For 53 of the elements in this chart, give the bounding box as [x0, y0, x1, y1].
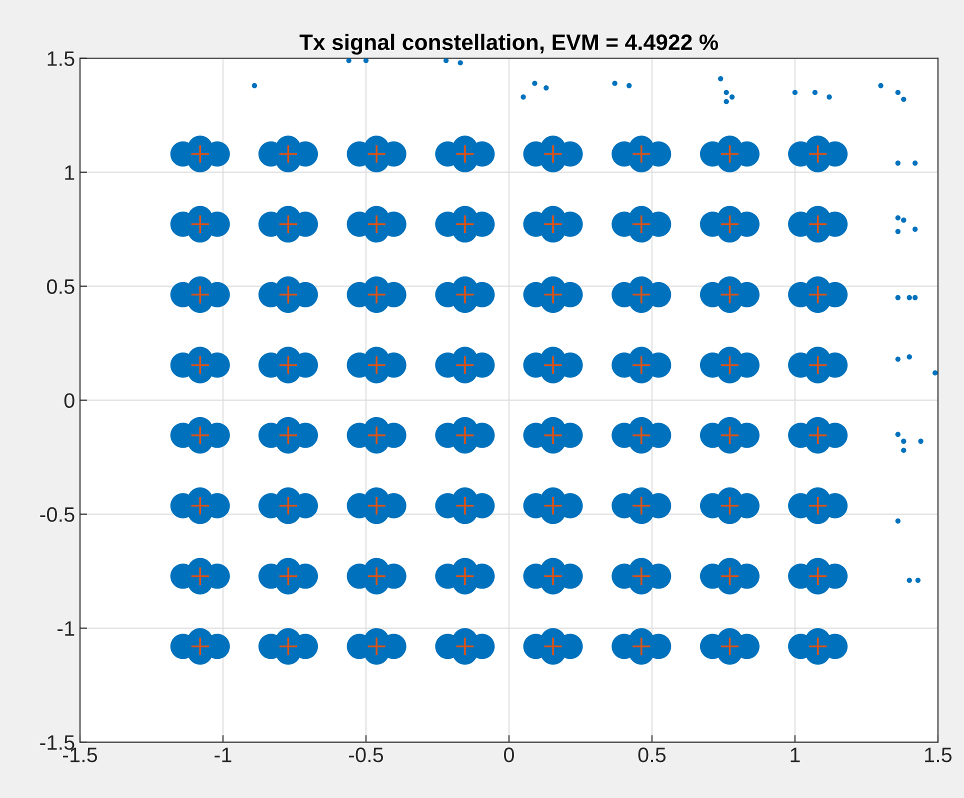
point — [932, 370, 938, 376]
point — [718, 76, 724, 82]
point — [252, 83, 258, 88]
y-tick-label: 1 — [65, 165, 74, 180]
point — [363, 58, 369, 64]
point — [792, 90, 798, 96]
y-tick-label: 0 — [64, 393, 74, 408]
point — [895, 228, 901, 234]
point — [895, 518, 901, 524]
x-tick-label: 0 — [504, 748, 514, 762]
x-tick-label: 1 — [790, 748, 800, 762]
point — [724, 90, 729, 96]
point — [724, 98, 729, 104]
y-tick-label: -1 — [58, 621, 74, 636]
y-tick-label: -1.5 — [40, 735, 74, 750]
point — [626, 83, 632, 88]
point — [520, 94, 526, 100]
point — [729, 94, 735, 100]
point — [346, 58, 352, 64]
x-tick-label: 0.5 — [638, 748, 666, 762]
point — [915, 578, 921, 583]
point — [901, 218, 906, 223]
y-tick-label: 1.5 — [48, 51, 74, 66]
point — [901, 438, 906, 444]
point — [901, 96, 906, 102]
point — [906, 578, 912, 583]
point — [901, 448, 906, 453]
y-tick-label: 0.5 — [47, 279, 74, 294]
point — [895, 432, 901, 437]
y-tick-label: -0.5 — [40, 507, 74, 522]
x-tick-label: -1 — [214, 748, 232, 762]
point — [918, 438, 924, 444]
point — [612, 80, 618, 86]
chart-title: Tx signal constellation, EVM = 4.4922 % — [300, 34, 718, 55]
point — [878, 83, 884, 88]
x-tick-label: 1.5 — [925, 748, 952, 762]
point — [895, 90, 901, 96]
point — [532, 80, 538, 86]
point — [912, 226, 918, 232]
x-tick-label: -0.5 — [348, 748, 384, 762]
point — [895, 215, 901, 220]
point — [912, 295, 918, 300]
point — [443, 58, 449, 64]
point — [895, 295, 901, 300]
point — [544, 85, 549, 90]
point — [895, 160, 901, 166]
point — [826, 94, 832, 100]
point — [912, 160, 918, 166]
point — [895, 356, 901, 362]
point — [906, 354, 912, 360]
point — [812, 90, 818, 96]
point — [906, 295, 912, 300]
point — [458, 60, 463, 66]
